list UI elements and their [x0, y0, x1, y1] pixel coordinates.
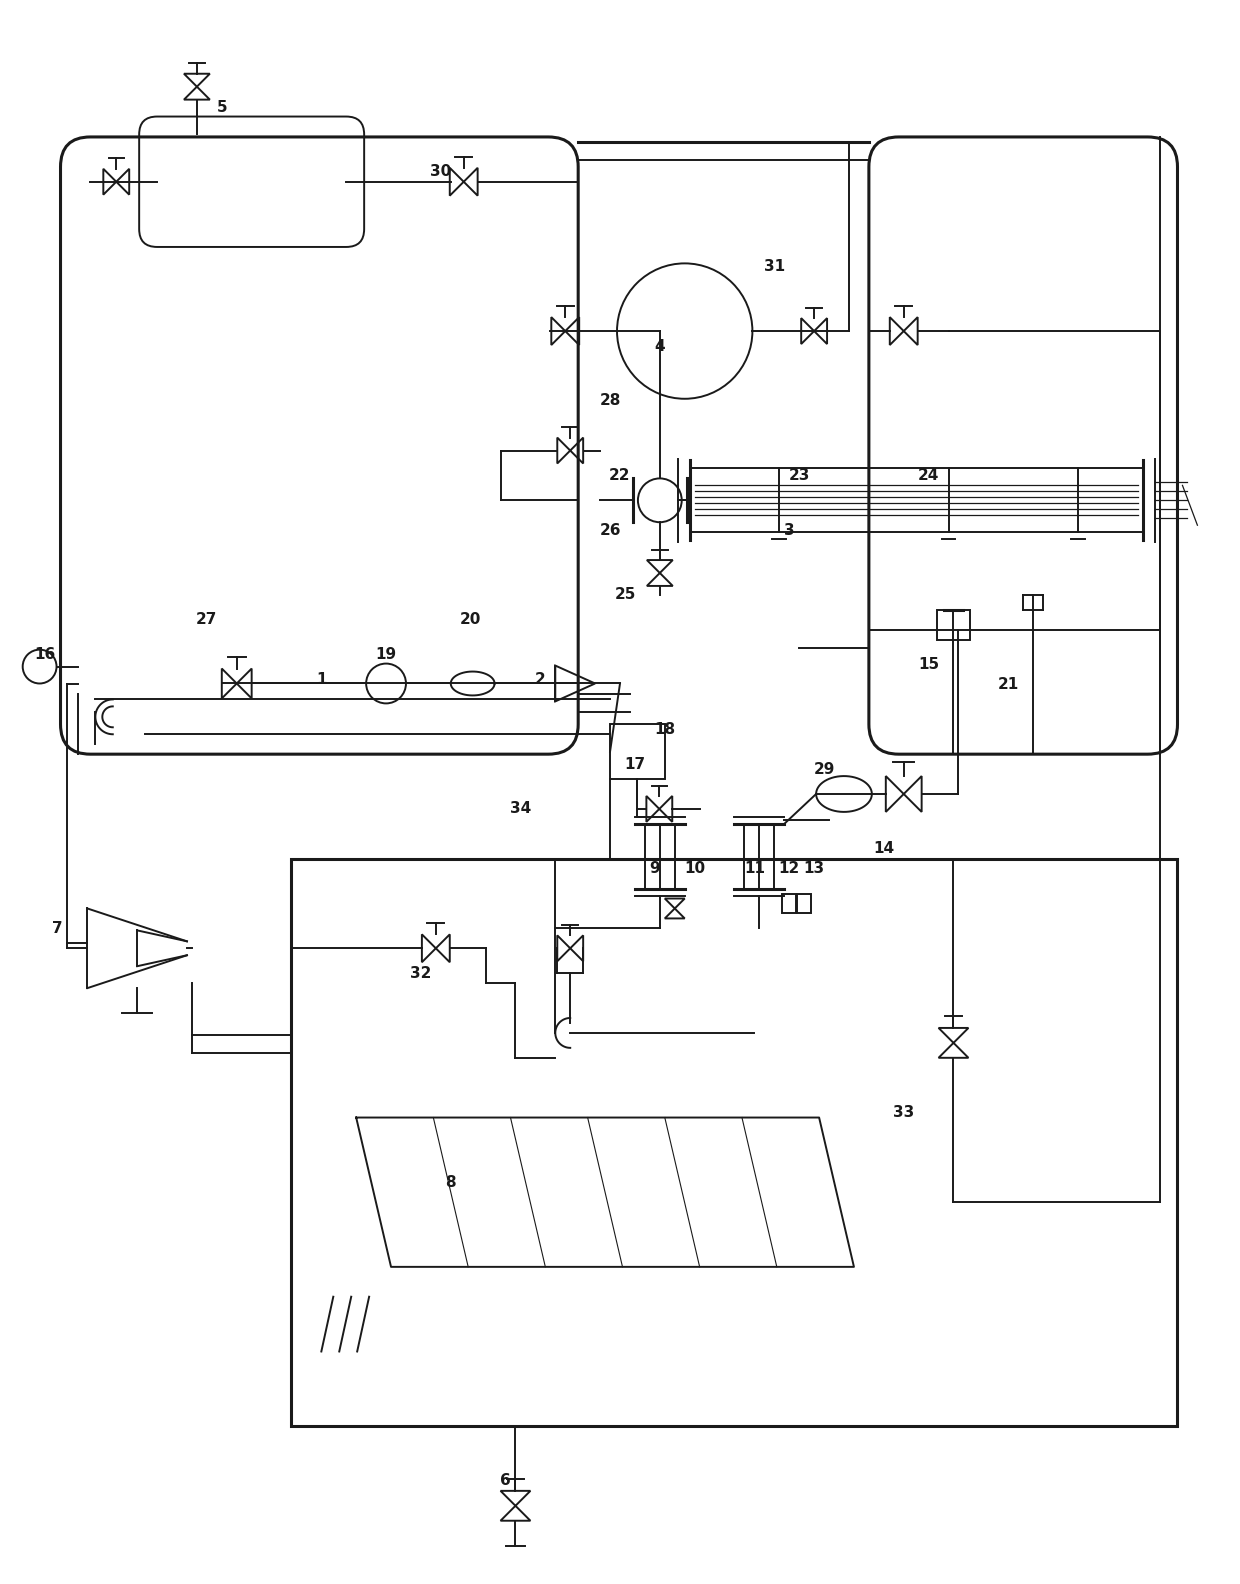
Text: 14: 14	[873, 841, 894, 857]
Text: 11: 11	[744, 862, 765, 876]
Text: 20: 20	[460, 613, 481, 627]
Text: 21: 21	[998, 676, 1019, 692]
Text: 1: 1	[316, 672, 326, 687]
Text: 6: 6	[500, 1473, 511, 1489]
Text: 30: 30	[430, 165, 451, 179]
Text: 24: 24	[918, 467, 939, 483]
Text: 22: 22	[609, 467, 631, 483]
Text: 16: 16	[33, 648, 56, 662]
Text: 29: 29	[813, 762, 835, 776]
Text: 26: 26	[599, 523, 621, 537]
Text: 7: 7	[52, 920, 63, 936]
Text: 17: 17	[625, 757, 646, 771]
Text: 3: 3	[784, 523, 795, 537]
Text: 10: 10	[684, 862, 706, 876]
Text: 5: 5	[217, 100, 227, 114]
Bar	[291, 859, 1178, 1426]
Text: 28: 28	[599, 393, 621, 409]
Text: 19: 19	[376, 648, 397, 662]
Bar	[797, 893, 811, 914]
Text: 4: 4	[655, 339, 665, 353]
Text: 13: 13	[804, 862, 825, 876]
Bar	[782, 893, 796, 914]
Text: 32: 32	[410, 966, 432, 980]
Text: 18: 18	[655, 722, 676, 737]
Text: 15: 15	[918, 657, 939, 672]
Text: 31: 31	[764, 258, 785, 274]
Bar	[936, 610, 971, 640]
Text: 23: 23	[789, 467, 810, 483]
Text: 12: 12	[779, 862, 800, 876]
Text: 9: 9	[650, 862, 660, 876]
Text: 33: 33	[893, 1106, 914, 1120]
Text: 25: 25	[614, 588, 636, 602]
Text: 8: 8	[445, 1175, 456, 1190]
Text: 2: 2	[534, 672, 546, 687]
Bar	[610, 724, 665, 779]
Text: 27: 27	[196, 613, 217, 627]
Text: 34: 34	[510, 802, 531, 816]
